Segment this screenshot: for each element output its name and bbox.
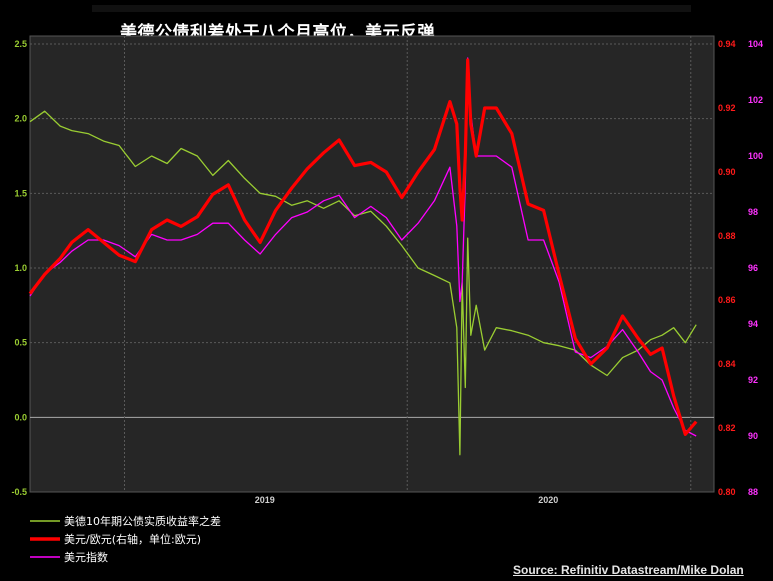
left-tick-label: 0.5	[14, 338, 27, 348]
right2-tick-label: 104	[748, 39, 763, 49]
legend: 美德10年期公债实质收益率之差 美元/欧元(右轴，单位:欧元) 美元指数	[30, 512, 221, 566]
right2-tick-label: 98	[748, 207, 758, 217]
series-line-spread	[29, 110, 697, 456]
legend-swatch-dxy	[30, 556, 60, 558]
right-axis-eurusd: 0.94 0.92 0.90 0.88 0.86 0.84 0.82 0.80	[718, 39, 736, 497]
right-axis-dxy: 104 102 100 98 96 94 92 90 88	[748, 39, 763, 497]
left-tick-label: 1.0	[14, 263, 27, 273]
legend-item-spread: 美德10年期公债实质收益率之差	[30, 512, 221, 530]
right2-tick-label: 94	[748, 319, 758, 329]
left-tick-label: 0.0	[14, 412, 27, 422]
left-tick-label: 1.5	[14, 188, 27, 198]
right1-tick-label: 0.84	[718, 359, 736, 369]
right2-tick-label: 88	[748, 487, 758, 497]
right1-tick-label: 0.86	[718, 295, 736, 305]
top-bar	[92, 5, 691, 12]
right1-tick-label: 0.94	[718, 39, 736, 49]
legend-label-eurusd: 美元/欧元(右轴，单位:欧元)	[64, 533, 201, 546]
source-credit: Source: Refinitiv Datastream/Mike Dolan	[513, 563, 744, 577]
right2-tick-label: 90	[748, 431, 758, 441]
plot-area	[30, 36, 714, 492]
right1-tick-label: 0.88	[718, 231, 736, 241]
legend-label-spread: 美德10年期公债实质收益率之差	[64, 515, 221, 528]
right2-tick-label: 96	[748, 263, 758, 273]
right1-tick-label: 0.82	[718, 423, 736, 433]
right1-tick-label: 0.80	[718, 487, 736, 497]
legend-label-dxy: 美元指数	[64, 551, 108, 564]
legend-item-eurusd: 美元/欧元(右轴，单位:欧元)	[30, 530, 221, 548]
gridlines	[30, 36, 714, 492]
left-tick-label: 2.0	[14, 114, 27, 124]
right1-tick-label: 0.90	[718, 167, 736, 177]
legend-swatch-spread	[30, 520, 60, 522]
legend-swatch-eurusd	[30, 537, 60, 541]
left-axis: 2.5 2.0 1.5 1.0 0.5 0.0 -0.5	[11, 39, 27, 497]
right2-tick-label: 102	[748, 95, 763, 105]
legend-item-dxy: 美元指数	[30, 548, 221, 566]
right2-tick-label: 92	[748, 375, 758, 385]
right1-tick-label: 0.92	[718, 103, 736, 113]
plot-frame	[29, 35, 715, 493]
x-axis: 201920202021	[255, 495, 559, 505]
series-line-eurusd	[28, 58, 698, 436]
series-lines	[28, 57, 698, 456]
right2-tick-label: 100	[748, 151, 763, 161]
left-tick-label: 2.5	[14, 39, 27, 49]
x-tick-label: 2020	[538, 495, 558, 505]
left-tick-label: -0.5	[11, 487, 27, 497]
x-tick-label: 2019	[255, 495, 275, 505]
